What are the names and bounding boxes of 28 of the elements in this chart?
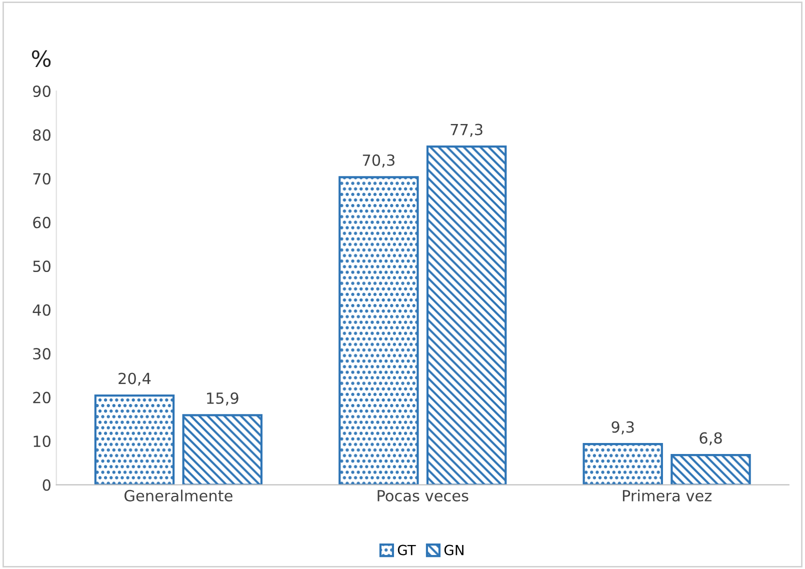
y-tick-label: 10: [34, 436, 50, 448]
y-tick-label: 40: [32, 304, 50, 316]
data-label: 15,9: [207, 392, 238, 406]
bar: [582, 443, 663, 485]
bar: [338, 176, 419, 485]
bar: [426, 146, 507, 485]
legend-label: GT: [398, 544, 416, 556]
y-tick-label: 70: [33, 173, 50, 185]
y-tick-label: 50: [33, 260, 50, 272]
y-tick-label: 20: [33, 392, 50, 404]
data-label: 70,3: [362, 154, 394, 168]
legend-label: GN: [444, 544, 464, 556]
y-tick-label: 30: [33, 348, 50, 360]
x-tick-label: Primera vez: [622, 490, 712, 502]
data-label: 9,3: [612, 421, 634, 434]
y-tick-label: 60: [33, 216, 50, 228]
bar: [94, 394, 175, 485]
y-tick-label: 0: [42, 479, 50, 491]
y-tick-label: 80: [33, 129, 50, 141]
bar: [670, 454, 751, 485]
data-label: 20,4: [118, 372, 151, 386]
data-label: 6,8: [700, 432, 722, 446]
x-tick-label: Pocas veces: [378, 490, 468, 502]
y-tick-label: 90: [33, 86, 50, 98]
bar: [182, 414, 263, 485]
y-axis-title: %: [32, 50, 51, 68]
x-tick-label: Generalmente: [124, 490, 232, 502]
data-label: 77,3: [450, 124, 482, 137]
